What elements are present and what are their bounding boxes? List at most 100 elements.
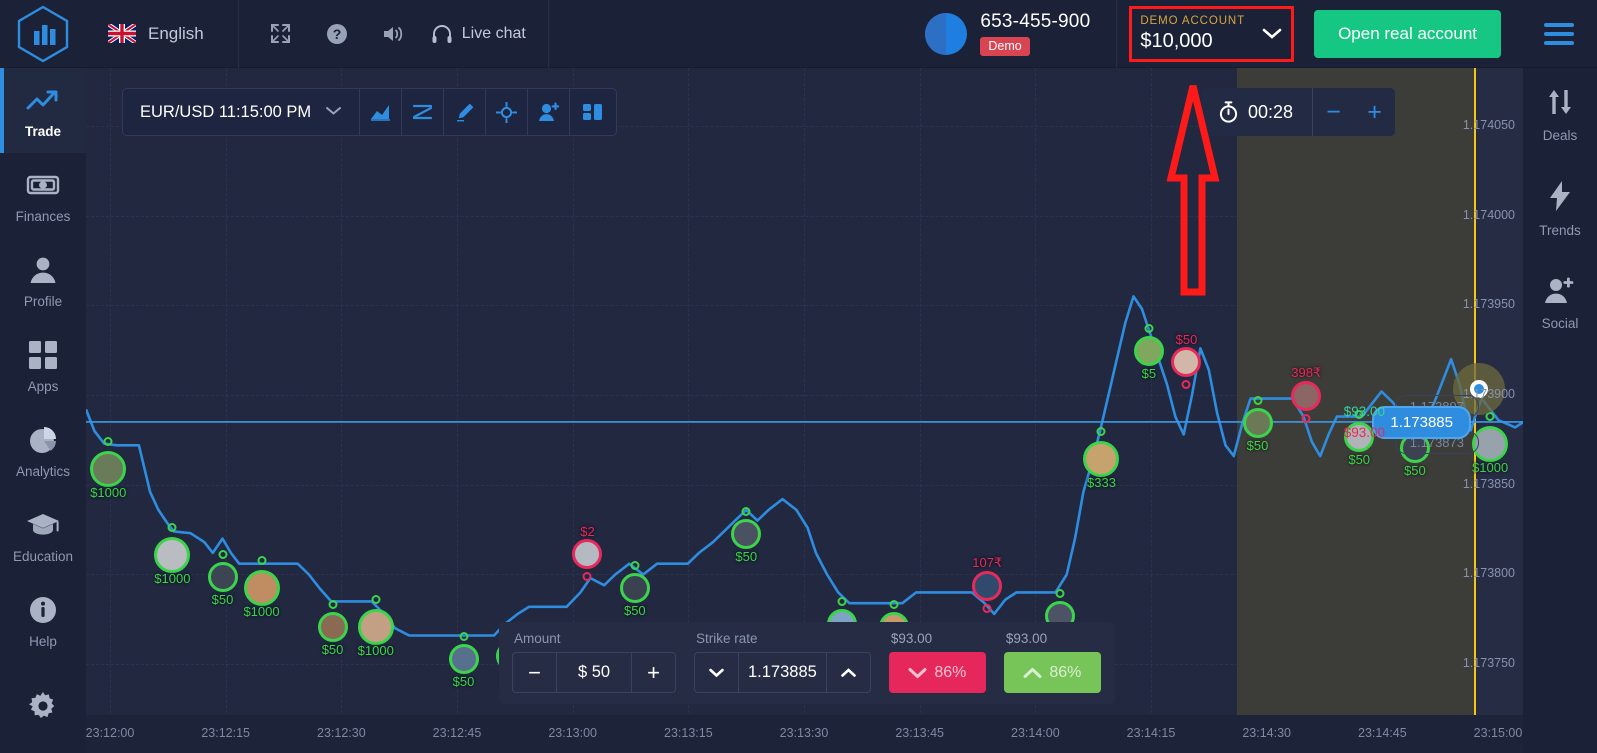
- chevron-down-icon: [709, 668, 724, 678]
- price-tick: 1.174050: [1462, 117, 1515, 132]
- marker-amount: $5: [1141, 365, 1157, 381]
- open-real-account-button[interactable]: Open real account: [1314, 9, 1501, 58]
- sidebar-item-trends[interactable]: Trends: [1523, 162, 1597, 256]
- indicators-button[interactable]: [402, 89, 443, 135]
- demo-account-balance: $10,000: [1140, 29, 1213, 52]
- draw-button[interactable]: [444, 89, 485, 135]
- marker-pin: [630, 560, 640, 570]
- strike-decrease-button[interactable]: [695, 653, 738, 692]
- chart-area[interactable]: $1000$1000$50$1000$50$1000$50$50$2$50$50…: [86, 68, 1523, 753]
- marker-amount: $1000: [90, 485, 127, 501]
- trade-marker[interactable]: $50: [731, 506, 762, 564]
- sidebar-item-settings[interactable]: [0, 663, 86, 748]
- sidebar-item-finances[interactable]: Finances: [0, 153, 86, 238]
- demo-account-dropdown[interactable]: DEMO ACCOUNT $10,000: [1129, 5, 1295, 62]
- sidebar-item-label: Education: [12, 548, 74, 564]
- down-percent-label: 86%: [934, 663, 967, 681]
- right-sidebar: Deals Trends Social: [1523, 68, 1597, 753]
- timer-increase-button[interactable]: +: [1367, 97, 1382, 126]
- trade-marker[interactable]: 398₹: [1291, 365, 1322, 424]
- trade-marker[interactable]: $50: [207, 549, 238, 607]
- language-selector[interactable]: English: [86, 0, 238, 68]
- trade-marker[interactable]: $50: [1242, 395, 1273, 453]
- sound-button[interactable]: [365, 0, 421, 68]
- pie-chart-icon: [28, 423, 58, 457]
- amount-decrease-button[interactable]: −: [528, 659, 541, 685]
- amount-increase-button[interactable]: +: [647, 659, 660, 685]
- put-down-button[interactable]: 86%: [888, 652, 986, 693]
- hamburger-menu-icon[interactable]: [1521, 0, 1597, 68]
- current-price-badge: 1.173885: [1372, 405, 1471, 439]
- layout-button[interactable]: [570, 89, 616, 135]
- expiry-timer: 00:28 − +: [1200, 88, 1395, 136]
- time-tick: 23:12:30: [316, 726, 366, 740]
- crosshair-button[interactable]: [486, 89, 527, 135]
- line-chart-indicator-icon: [413, 104, 433, 120]
- divider: [485, 89, 487, 135]
- marker-pin: [889, 600, 899, 610]
- asset-selector[interactable]: EUR/USD 11:15:00 PM: [123, 89, 359, 135]
- trade-marker[interactable]: $2: [572, 524, 603, 582]
- trade-marker[interactable]: 107₹: [972, 555, 1003, 614]
- price-axis: 1.174050 1.174000 1.173950 1.173900 1.173850…: [1344, 68, 1523, 753]
- help-button[interactable]: ?: [309, 0, 365, 68]
- strike-rate-group: Strike rate 1.173885: [694, 631, 871, 693]
- marker-pin: [582, 572, 592, 582]
- marker-amount: $50: [321, 642, 344, 658]
- speaker-icon: [383, 26, 402, 41]
- strike-rate-stepper: 1.173885: [694, 652, 871, 693]
- marker-amount: $333: [1087, 474, 1116, 490]
- sidebar-item-social[interactable]: Social: [1523, 256, 1597, 350]
- trade-marker[interactable]: $5: [1133, 323, 1164, 381]
- trade-marker[interactable]: $50: [1171, 332, 1202, 390]
- chevron-down-icon: [908, 667, 927, 678]
- fullscreen-button[interactable]: [253, 0, 309, 68]
- divider: [401, 89, 403, 135]
- account-text: 653-455-900 Demo: [980, 11, 1090, 56]
- call-up-button[interactable]: 86%: [1003, 652, 1101, 693]
- divider: [359, 89, 361, 135]
- sidebar-item-help[interactable]: Help: [0, 578, 86, 663]
- timer-display: 00:28: [1201, 88, 1312, 136]
- price-tick: 1.173850: [1462, 476, 1515, 491]
- strike-rate-input[interactable]: 1.173885: [738, 653, 827, 692]
- marker-pin: [167, 523, 177, 533]
- marker-amount: $50: [1348, 452, 1371, 467]
- timer-decrease-button[interactable]: −: [1326, 97, 1341, 126]
- trader-avatar: [572, 539, 603, 570]
- sidebar-item-deals[interactable]: Deals: [1523, 68, 1597, 162]
- trade-marker[interactable]: $1000: [358, 595, 394, 658]
- sidebar-item-label: Analytics: [15, 463, 71, 479]
- sidebar-item-analytics[interactable]: Analytics: [0, 408, 86, 493]
- account-summary[interactable]: 653-455-900 Demo: [925, 11, 1116, 56]
- time-axis: 23:12:00 23:12:15 23:12:30 23:12:45 23:13:00…: [86, 715, 1523, 753]
- trade-marker[interactable]: $50: [1344, 410, 1375, 467]
- strike-increase-button[interactable]: [827, 653, 870, 692]
- trade-marker[interactable]: $1000: [154, 523, 190, 586]
- trade-marker[interactable]: $1000: [90, 437, 127, 500]
- sidebar-item-trade[interactable]: Trade: [0, 68, 86, 153]
- top-bar: English ?: [0, 0, 1597, 68]
- trader-avatar: [90, 451, 127, 488]
- chart-type-button[interactable]: [360, 89, 401, 135]
- marker-pin: [982, 604, 992, 614]
- headset-icon: [432, 24, 452, 43]
- price-tick: 1.173950: [1462, 297, 1515, 312]
- trade-marker[interactable]: $1000: [243, 555, 280, 619]
- time-tick: 23:14:15: [1126, 726, 1176, 740]
- trade-marker[interactable]: $50: [448, 632, 479, 689]
- sidebar-item-profile[interactable]: Profile: [0, 238, 86, 323]
- down-payout-label: $93.00: [890, 631, 933, 646]
- live-chat-button[interactable]: Live chat: [421, 0, 548, 68]
- social-trade-button[interactable]: [528, 89, 569, 135]
- trade-marker[interactable]: $333: [1083, 426, 1120, 490]
- sidebar-item-education[interactable]: Education: [0, 493, 86, 578]
- brand-logo[interactable]: [0, 0, 86, 68]
- sidebar-item-apps[interactable]: Apps: [0, 323, 86, 408]
- trade-marker[interactable]: $50: [317, 600, 348, 657]
- avatar: [925, 12, 968, 55]
- time-tick: 23:13:45: [895, 726, 944, 740]
- trade-marker[interactable]: $50: [619, 560, 650, 618]
- grid-line-vertical: [919, 68, 921, 753]
- amount-input[interactable]: $ 50: [556, 653, 632, 692]
